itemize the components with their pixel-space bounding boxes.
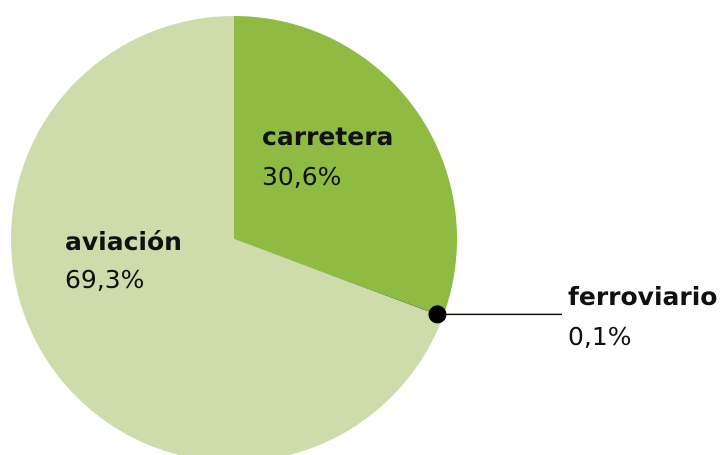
slice-value: 30,6% [262, 162, 341, 191]
slice-value: 69,3% [65, 265, 144, 294]
slice-name: aviación [65, 227, 182, 256]
leader-dot [428, 305, 447, 324]
pie-slice [11, 16, 443, 455]
slice-name: ferroviario [568, 282, 717, 311]
pie-slice [234, 239, 444, 318]
slice-name: carretera [262, 122, 393, 151]
pie-slice [234, 16, 458, 316]
slice-value: 0,1% [568, 322, 632, 351]
